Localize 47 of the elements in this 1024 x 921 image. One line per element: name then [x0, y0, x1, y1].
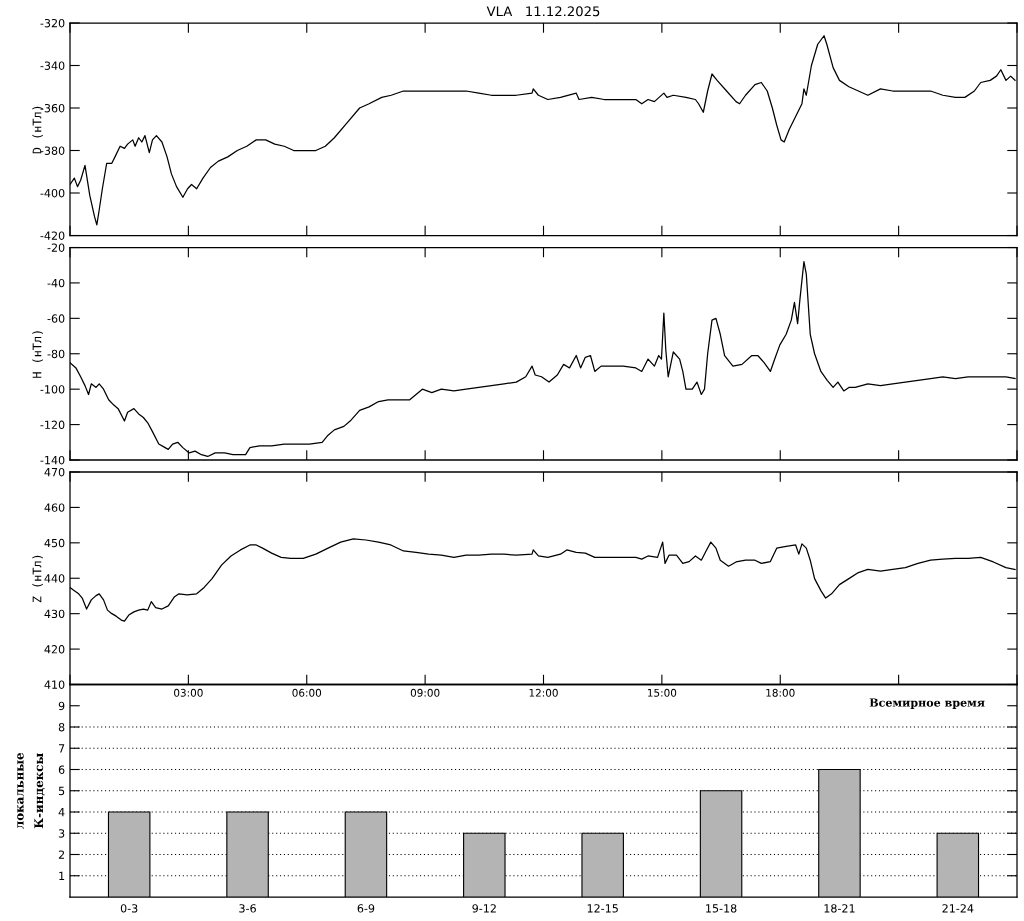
y-tick-label: -20 — [47, 243, 65, 252]
y-tick-label: -140 — [40, 455, 65, 465]
y-tick-label: -100 — [40, 385, 65, 394]
y-tick-label: 440 — [44, 574, 65, 583]
x-tick-label: 3-6 — [239, 904, 256, 913]
y-tick-label: 460 — [44, 503, 65, 512]
x-tick-label: 18:00 — [766, 688, 795, 697]
y-tick-label: 1 — [59, 871, 65, 880]
x-tick-label: 6-9 — [357, 904, 375, 913]
y-tick-label: -40 — [47, 278, 65, 288]
y-axis-title: Z (нТл) — [32, 555, 43, 603]
x-tick-label: 15-18 — [706, 904, 737, 913]
y-tick-label: -340 — [40, 61, 65, 70]
y-tick-label: 5 — [58, 786, 65, 796]
y-tick-label: -120 — [40, 420, 65, 429]
y-tick-label: 3 — [58, 829, 65, 838]
y-tick-label: 4 — [58, 808, 65, 817]
x-tick-label: 21-24 — [942, 904, 974, 913]
y-tick-label: 450 — [44, 538, 65, 548]
y-tick-label: 9 — [58, 701, 65, 711]
x-tick-label: 06:00 — [292, 688, 322, 697]
x-tick-label: 0-3 — [120, 904, 138, 913]
y-tick-label: 430 — [44, 609, 65, 619]
x-tick-label: 12-15 — [587, 904, 618, 913]
x-axis-title: Всемирное время — [869, 698, 985, 709]
y-tick-label: -400 — [40, 188, 65, 198]
chart-title: VLA 11.12.2025 — [486, 6, 600, 17]
y-tick-label: -380 — [40, 146, 65, 155]
y-axis-title: локальные К-индексы — [17, 752, 45, 829]
y-tick-label: 8 — [58, 722, 65, 732]
y-tick-label: 6 — [58, 765, 65, 774]
y-tick-label: 470 — [44, 467, 65, 477]
y-tick-label: -80 — [47, 349, 65, 359]
x-tick-label: 15:00 — [648, 688, 677, 697]
x-tick-label: 18-21 — [824, 904, 855, 913]
x-tick-label: 12:00 — [529, 688, 558, 697]
y-tick-label: -60 — [47, 314, 65, 323]
x-tick-label: 9-12 — [472, 904, 496, 913]
y-tick-label: 410 — [44, 680, 65, 689]
y-axis-title: H (нТл) — [32, 331, 43, 378]
y-tick-label: 2 — [58, 850, 65, 859]
y-tick-label: -320 — [40, 18, 65, 28]
x-tick-label: 03:00 — [174, 688, 203, 697]
y-tick-label: 420 — [44, 645, 65, 654]
y-tick-label: 7 — [58, 744, 65, 753]
x-tick-label: 09:00 — [410, 688, 440, 697]
y-tick-label: -420 — [40, 231, 65, 240]
